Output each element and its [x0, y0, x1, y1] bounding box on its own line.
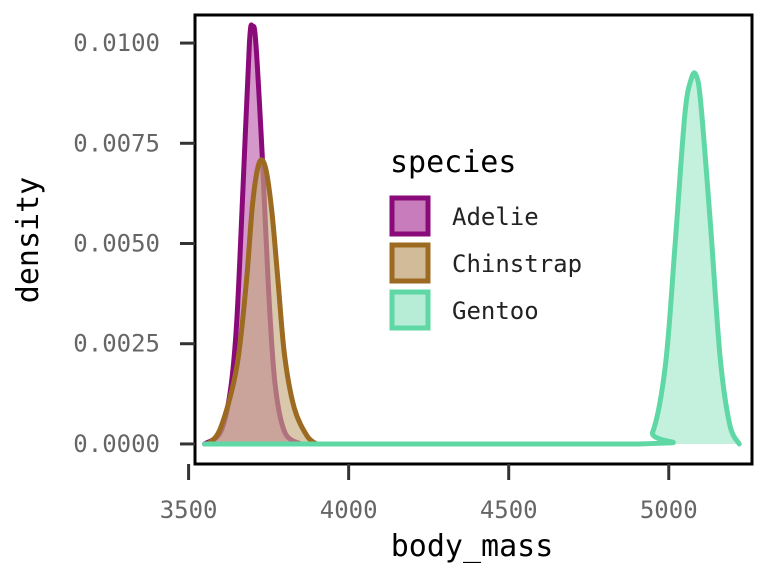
x-tick-label: 5000: [640, 496, 698, 524]
x-axis: 3500 4000 4500 5000: [160, 464, 698, 524]
legend-swatch-gentoo: [389, 289, 431, 331]
y-axis: 0.0000 0.0025 0.0050 0.0075 0.0100: [73, 29, 195, 458]
y-axis-title: density: [11, 177, 46, 303]
density-area-chinstrap: [207, 159, 317, 444]
x-tick-label: 4000: [320, 496, 378, 524]
legend: species Adelie Chinstrap Gentoo: [389, 145, 582, 331]
x-tick-label: 3500: [160, 496, 218, 524]
density-line-gentoo: [202, 70, 742, 447]
series-layer: [202, 22, 742, 447]
legend-label-gentoo: Gentoo: [452, 297, 539, 325]
x-tick-label: 4500: [480, 496, 538, 524]
y-tick-label: 0.0025: [73, 330, 160, 358]
y-tick-label: 0.0050: [73, 230, 160, 258]
y-tick-label: 0.0100: [73, 29, 160, 57]
legend-swatch-chinstrap: [389, 242, 431, 284]
y-tick-label: 0.0075: [73, 129, 160, 157]
plot-border: [193, 13, 754, 466]
y-tick-label: 0.0000: [73, 430, 160, 458]
density-line-chinstrap: [205, 157, 320, 447]
x-axis-title: body_mass: [391, 529, 554, 564]
legend-swatch-adelie: [389, 195, 431, 237]
legend-label-chinstrap: Chinstrap: [452, 250, 582, 278]
legend-title: species: [390, 145, 516, 180]
legend-label-adelie: Adelie: [452, 203, 539, 231]
